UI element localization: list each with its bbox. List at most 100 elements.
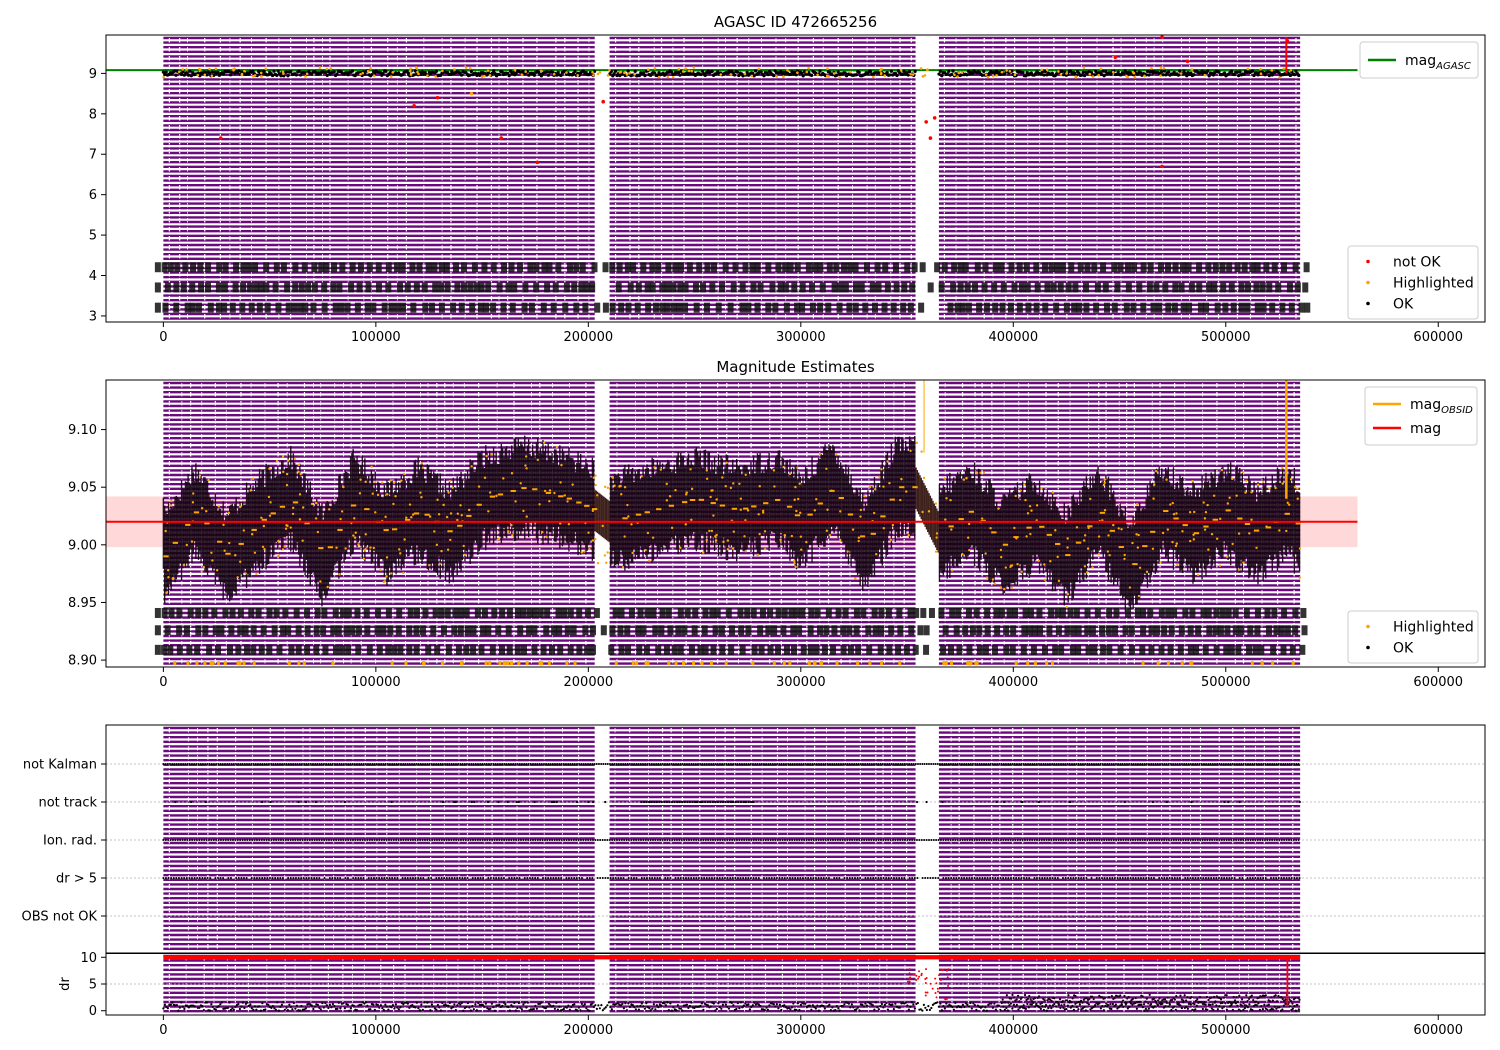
flag-point	[263, 763, 266, 765]
obsid-label-glyph	[1243, 607, 1250, 618]
obsid-label-glyph	[248, 607, 255, 618]
highlighted-point	[191, 501, 195, 504]
highlighted-point	[921, 510, 924, 514]
highlighted-point	[1103, 478, 1106, 481]
highlighted-point	[434, 75, 437, 78]
obsid-label-glyph	[526, 625, 533, 636]
highlighted-point	[252, 74, 255, 78]
obsid-label-glyph	[805, 262, 812, 273]
flag-point	[1165, 800, 1168, 804]
flag-point	[935, 839, 938, 841]
obsid-label-glyph	[765, 625, 772, 636]
flag-point	[483, 839, 486, 841]
obsid-label-glyph	[1122, 625, 1129, 636]
flag-point	[562, 763, 565, 765]
highlighted-point	[495, 494, 498, 498]
flag-point	[354, 839, 357, 841]
highlighted-point	[223, 661, 227, 666]
flag-point	[531, 839, 534, 841]
ok-point	[468, 73, 472, 77]
obsid-label-glyph	[205, 282, 212, 293]
obsid-label-glyph	[871, 607, 878, 618]
highlighted-point	[1051, 491, 1055, 494]
obsid-label-glyph	[260, 625, 267, 636]
ok-point	[1189, 71, 1193, 75]
highlighted-point	[238, 661, 242, 666]
obsid-label-glyph	[677, 282, 684, 293]
highlighted-point	[619, 70, 623, 74]
obsid-label-glyph	[1162, 282, 1169, 293]
obsid-label-glyph	[229, 302, 236, 313]
highlighted-point	[997, 507, 1000, 510]
obsid-label-glyph	[226, 644, 233, 655]
y-tick-label: 9.05	[68, 481, 97, 496]
obsid-label-glyph	[1217, 625, 1224, 636]
ok-point	[459, 73, 464, 77]
flag-point	[1023, 839, 1026, 841]
flag-point	[1184, 839, 1187, 841]
flag-point	[410, 763, 413, 765]
obsid-label-glyph	[1148, 644, 1155, 655]
highlighted-point	[710, 489, 713, 492]
obsid-label-glyph	[1075, 625, 1082, 636]
flag-point	[1146, 839, 1149, 841]
highlighted-point	[186, 661, 190, 666]
highlighted-point	[205, 509, 208, 513]
flag-point	[1136, 839, 1139, 841]
obsid-label-glyph	[1232, 607, 1239, 618]
flag-point	[359, 839, 362, 841]
flag-point	[939, 839, 942, 841]
obsid-label-glyph	[357, 262, 364, 273]
flag-point	[1121, 763, 1124, 765]
obsid-label-glyph	[430, 625, 437, 636]
obsid-label-glyph	[593, 607, 600, 618]
x-tick-label: 100000	[351, 675, 401, 690]
flag-point	[245, 763, 248, 765]
flag-point	[417, 763, 420, 765]
highlighted-point	[611, 476, 615, 479]
obsid-label-glyph	[410, 302, 417, 313]
highlighted-point	[854, 577, 857, 580]
flag-point	[215, 839, 218, 841]
flag-point	[767, 763, 770, 765]
flag-point	[872, 763, 875, 765]
flag-point	[448, 763, 451, 765]
flag-point	[197, 763, 200, 765]
highlighted-point	[793, 498, 796, 501]
flag-point	[490, 763, 493, 765]
highlighted-point	[591, 70, 594, 74]
flag-point	[347, 763, 350, 765]
flag-point	[894, 763, 897, 765]
highlighted-point	[623, 71, 626, 75]
flag-point	[806, 763, 809, 765]
obsid-label-glyph	[794, 262, 801, 273]
flag-point	[729, 800, 732, 804]
highlighted-point	[985, 576, 989, 579]
x-tick-label: 200000	[564, 330, 614, 345]
not-ok-point	[412, 103, 416, 108]
flag-point	[1177, 839, 1180, 841]
obsid-label-glyph	[962, 625, 969, 636]
obsid-label-glyph	[617, 625, 624, 636]
highlighted-point	[1003, 587, 1006, 591]
flag-point	[430, 763, 433, 765]
flag-point	[407, 839, 410, 841]
highlighted-point	[968, 548, 971, 552]
obsid-label-glyph	[1075, 644, 1082, 655]
flag-point	[263, 839, 266, 841]
highlighted-point	[305, 72, 309, 76]
highlighted-point	[358, 492, 362, 495]
highlighted-point	[1075, 526, 1079, 529]
obsid-label-glyph	[330, 282, 337, 293]
ok-point	[247, 72, 251, 76]
ok-point	[581, 69, 585, 73]
flag-point	[1105, 839, 1108, 841]
obsid-label-glyph	[1294, 282, 1301, 293]
y-tick-label: 4	[89, 269, 97, 284]
obsid-label-glyph	[1111, 262, 1118, 273]
flag-point	[492, 763, 495, 765]
highlighted-point	[857, 536, 861, 539]
obsid-label-glyph	[198, 282, 205, 293]
flag-point	[1014, 839, 1017, 841]
highlighted-point	[788, 472, 792, 476]
